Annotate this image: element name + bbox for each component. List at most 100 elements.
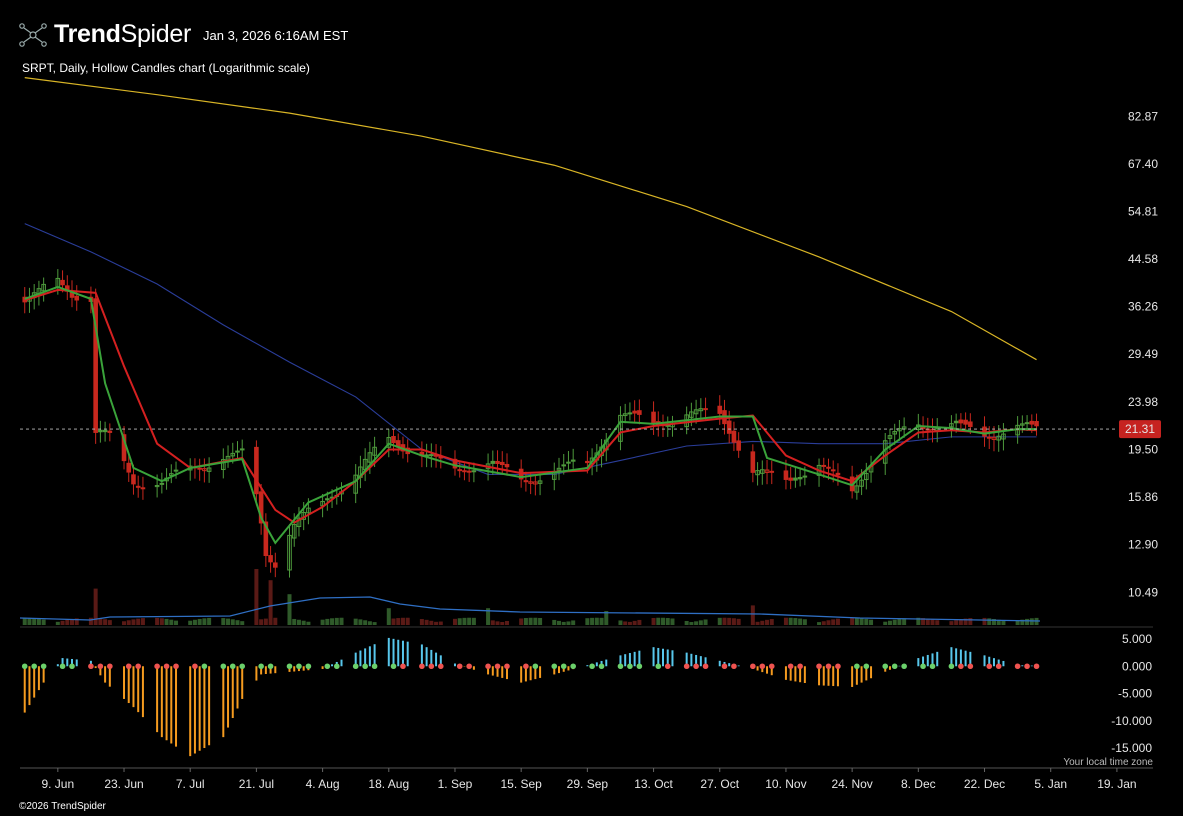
osc-signal-dot [967, 663, 974, 670]
osc-signal-dot [948, 663, 955, 670]
candle-body [1001, 433, 1006, 440]
volume-bar [126, 620, 131, 625]
volume-bar [396, 618, 401, 625]
candle-body [168, 473, 174, 476]
candle-body [537, 480, 543, 484]
osc-signal-dot [163, 663, 170, 670]
volume-bar [892, 619, 897, 625]
brand-light: Spider [120, 20, 192, 48]
candle-body [793, 477, 798, 481]
candle-body [864, 473, 869, 481]
volume-bar [1001, 620, 1006, 625]
candle-body [235, 450, 240, 453]
volume-bar [330, 618, 335, 625]
volume-bar [665, 618, 670, 625]
candle-body [717, 405, 723, 414]
x-tick-label: 5. Jan [1034, 777, 1067, 791]
volume-bar [736, 618, 741, 625]
volume-bar [637, 619, 642, 625]
candle-body [566, 461, 571, 464]
osc-signal-dot [570, 663, 576, 670]
candle-body [391, 436, 396, 444]
osc-signal-dot [267, 663, 274, 670]
candle-body [726, 420, 732, 434]
candle-body [490, 460, 496, 464]
volume-bar [98, 618, 103, 625]
copyright-footer: ©2026 TrendSpider [19, 801, 106, 812]
price-tick-label: 23.98 [1128, 395, 1158, 409]
volume-bar [954, 620, 959, 625]
volume-bar [462, 617, 467, 625]
x-tick-label: 7. Jul [176, 777, 205, 791]
candle-body [466, 470, 472, 473]
candle-body [254, 446, 259, 495]
candle-body [1020, 423, 1025, 426]
osc-signal-dot [286, 663, 293, 670]
last-price-label: 21.31 [1125, 422, 1155, 436]
osc-signal-dot [854, 663, 860, 670]
price-tick-label: 54.81 [1128, 204, 1158, 218]
osc-signal-dot [797, 663, 803, 670]
volume-bar [367, 621, 372, 625]
volume-bar [864, 618, 869, 625]
osc-signal-dot [636, 663, 643, 670]
candle-body [1029, 420, 1035, 425]
volume-bar [887, 620, 892, 625]
candle-body [764, 469, 770, 473]
volume-bar [883, 621, 888, 625]
volume-bar [916, 617, 921, 625]
x-tick-label: 9. Jun [41, 777, 74, 791]
osc-signal-dot [986, 663, 993, 670]
spider-logo-icon [19, 22, 47, 47]
volume-bar [419, 619, 424, 625]
volume-bar [571, 620, 576, 625]
candle-body [731, 430, 737, 443]
volume-bar [632, 620, 637, 625]
osc-signal-dot [352, 663, 359, 670]
volume-bar [533, 617, 538, 625]
x-tick-label: 19. Jan [1097, 777, 1136, 791]
candle-body [504, 463, 510, 468]
volume-bar [268, 580, 273, 625]
candle-body [98, 429, 103, 433]
volume-bar [859, 618, 864, 625]
candle-body [1034, 421, 1039, 427]
osc-signal-dot [333, 663, 340, 670]
volume-bar [259, 619, 264, 625]
x-tick-label: 8. Dec [901, 777, 936, 791]
candle-body [958, 419, 964, 424]
osc-signal-dot [664, 663, 671, 670]
volume-bar [925, 618, 930, 625]
volume-bar [684, 620, 689, 625]
volume-bar [869, 619, 874, 625]
volume-bar [452, 618, 457, 625]
candle-body [622, 413, 628, 417]
x-tick-label: 23. Jun [104, 777, 143, 791]
candle-body [372, 446, 377, 456]
volume-bar [155, 617, 160, 625]
candle-body [651, 411, 656, 424]
price-tick-label: 36.26 [1128, 300, 1158, 314]
osc-signal-dot [400, 663, 406, 670]
osc-signal-dot [229, 663, 236, 670]
volume-bars [22, 569, 1039, 625]
volume-bar [60, 620, 65, 625]
osc-signal-dot [891, 663, 898, 670]
candle-body [296, 517, 302, 528]
volume-bar [897, 618, 902, 625]
candle-body [797, 476, 803, 480]
candle-body [471, 470, 477, 473]
osc-signal-dot [485, 663, 491, 670]
volume-bar [566, 621, 571, 625]
candle-body [736, 440, 741, 451]
volume-bar [159, 618, 164, 625]
volume-bar [230, 619, 235, 625]
candle-body [353, 474, 358, 494]
volume-bar [698, 620, 703, 625]
volume-bar [22, 617, 27, 625]
price-tick-label: 15.86 [1128, 490, 1158, 504]
candle-body [826, 466, 831, 469]
volume-bar [107, 620, 112, 625]
osc-signal-dot [816, 663, 822, 670]
x-tick-label: 4. Aug [306, 777, 340, 791]
